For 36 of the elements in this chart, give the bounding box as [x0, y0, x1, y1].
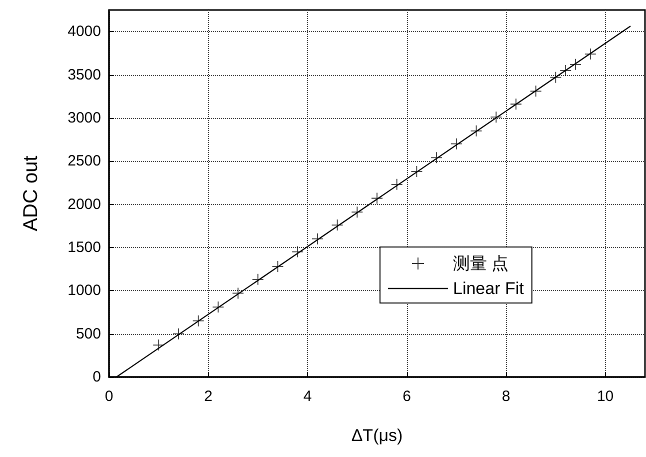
- y-tick-label: 500: [76, 325, 101, 342]
- x-tick-label: 8: [502, 388, 510, 405]
- point: [570, 58, 582, 70]
- x-tick-label: 4: [303, 388, 312, 405]
- point: [560, 64, 572, 76]
- point: [391, 178, 402, 190]
- x-tick-label: 0: [104, 388, 114, 405]
- y-tick-label: 2500: [68, 152, 101, 170]
- y-tick-label: 2000: [68, 196, 101, 213]
- point: [510, 98, 522, 110]
- y-tick-label: 3500: [68, 66, 101, 84]
- y-tick-label: 1000: [68, 282, 101, 300]
- legend-label: 测量 点: [453, 254, 509, 273]
- y-tick-label: 3000: [68, 109, 101, 126]
- y-tick-label: 1500: [68, 238, 101, 256]
- x-tick-label: 2: [204, 388, 212, 405]
- point: [490, 112, 502, 123]
- point: [431, 152, 442, 164]
- point: [312, 233, 323, 244]
- y-tick-label: 0: [92, 368, 101, 386]
- point: [550, 72, 562, 83]
- y-axis-title: ADC out: [20, 155, 42, 232]
- y-tick-label: 4000: [68, 23, 101, 40]
- point: [192, 315, 204, 326]
- point: [172, 328, 184, 340]
- legend-label: Linear Fit: [453, 279, 524, 298]
- point: [252, 274, 264, 285]
- x-axis-title: ΔT(μs): [351, 426, 403, 445]
- x-tick-label: 6: [402, 388, 411, 405]
- x-tick-label: 10: [596, 388, 614, 405]
- point: [530, 86, 542, 97]
- point: [212, 302, 224, 313]
- point: [584, 48, 596, 60]
- point: [450, 138, 462, 150]
- point: [352, 206, 363, 218]
- point: [153, 340, 164, 351]
